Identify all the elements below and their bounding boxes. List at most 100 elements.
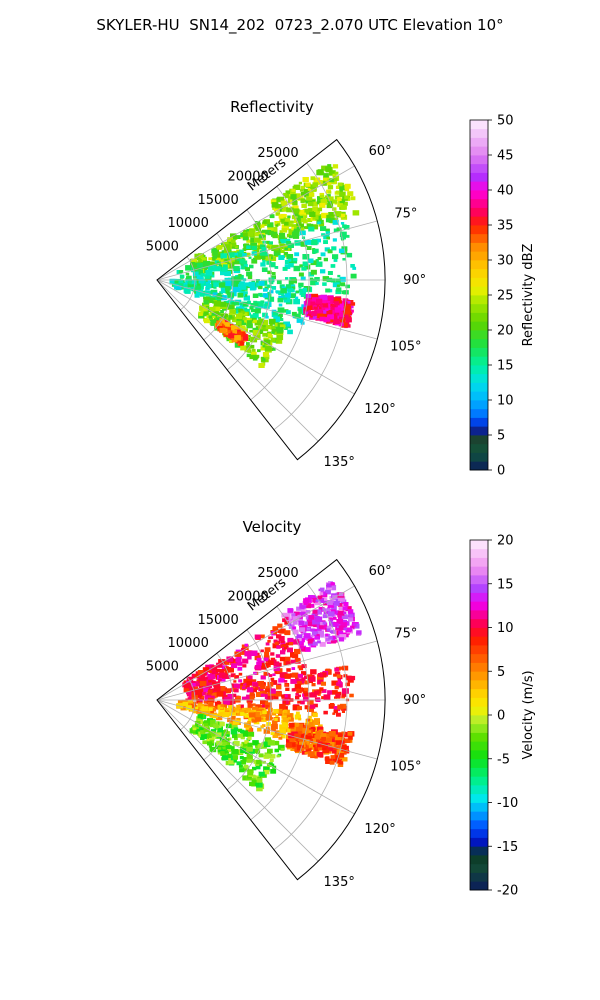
echo-gate [245, 282, 251, 287]
echo-gate [338, 630, 344, 635]
echo-gate [267, 695, 274, 701]
echo-gate [279, 628, 286, 634]
echo-gate [306, 305, 313, 310]
echo-gate [312, 595, 316, 598]
echo-gate [337, 597, 343, 602]
echo-gate [201, 695, 205, 699]
echo-gate [307, 258, 314, 264]
echo-gate [288, 642, 294, 646]
echo-gate [295, 296, 299, 300]
echo-gate [301, 677, 306, 681]
echo-gate [273, 666, 280, 672]
echo-gate [184, 288, 191, 294]
echo-gate [184, 682, 191, 689]
echo-gate [239, 710, 245, 714]
echo-gate [251, 779, 259, 786]
echo-gate [284, 264, 291, 269]
echo-gate [216, 245, 223, 250]
echo-gate [247, 699, 253, 704]
echo-gate [284, 613, 291, 619]
echo-gate [321, 305, 329, 311]
echo-gate [198, 694, 203, 698]
echo-gate [188, 280, 192, 284]
echo-gate [315, 619, 322, 625]
echo-gate [228, 305, 233, 310]
echo-gate [315, 261, 323, 267]
echo-gate [328, 617, 334, 622]
echo-gate [185, 705, 192, 711]
echo-gate [281, 206, 288, 212]
echo-gate [299, 638, 305, 643]
echo-gate [250, 286, 256, 291]
echo-gate [333, 228, 339, 233]
echo-gate [294, 733, 301, 739]
echo-gate [251, 251, 257, 256]
echo-gate [270, 256, 277, 262]
echo-gate [201, 312, 207, 317]
echo-gate [283, 297, 291, 303]
echo-gate [276, 203, 282, 208]
echo-gate [220, 751, 227, 756]
echo-gate [333, 755, 340, 760]
echo-gate [246, 757, 253, 763]
echo-gate [280, 218, 285, 223]
colorbar-swatch [470, 872, 488, 882]
echo-gate [285, 687, 290, 691]
echo-gate [198, 278, 205, 284]
echo-gate [300, 185, 306, 190]
echo-gate [199, 680, 207, 687]
echo-gate [221, 674, 228, 679]
echo-gate [338, 248, 345, 254]
echo-gate [204, 274, 211, 279]
echo-gate [234, 651, 242, 657]
echo-gate [315, 747, 319, 750]
echo-gate [326, 628, 331, 632]
echo-gate [203, 297, 210, 303]
echo-gate [252, 703, 256, 706]
echo-gate [316, 634, 320, 637]
echo-gate [341, 744, 347, 750]
echo-gate [338, 637, 345, 642]
echo-gate [332, 207, 337, 211]
echo-gate [265, 253, 269, 256]
echo-gate [249, 264, 254, 269]
colorbar-swatch [470, 128, 488, 138]
echo-gate [298, 620, 305, 626]
echo-gate [278, 303, 283, 307]
echo-gate [292, 201, 298, 206]
echo-gate [242, 775, 249, 781]
echo-gate [260, 700, 266, 705]
echo-gate [316, 751, 324, 758]
echo-gate [276, 197, 280, 201]
echo-gate [214, 306, 221, 312]
echo-gate [256, 280, 260, 283]
colorbar-swatch [470, 137, 488, 147]
echo-gate [292, 639, 300, 645]
colorbar-swatch [470, 785, 488, 795]
colorbar-swatch [470, 793, 488, 803]
echo-gate [339, 198, 346, 204]
echo-gate [308, 676, 316, 682]
echo-gate [304, 192, 311, 198]
echo-gate [240, 326, 246, 331]
echo-gate [320, 298, 327, 304]
echo-region [281, 581, 362, 652]
echo-gate [196, 679, 201, 683]
echo-gate [209, 297, 216, 303]
echo-gate [304, 239, 312, 245]
echo-region [285, 722, 355, 767]
echo-gate [252, 740, 259, 746]
echo-gate [307, 218, 313, 222]
echo-gate [312, 609, 318, 614]
echo-gate [213, 282, 219, 287]
echo-gate [278, 736, 283, 740]
echo-gate [260, 680, 265, 684]
echo-gate [267, 740, 275, 746]
echo-gate [212, 258, 216, 261]
echo-gate [198, 710, 203, 714]
echo-gate [242, 757, 249, 762]
echo-gate [300, 218, 307, 223]
echo-gate [284, 327, 288, 330]
echo-gate [266, 245, 270, 249]
echo-gate [343, 305, 351, 311]
